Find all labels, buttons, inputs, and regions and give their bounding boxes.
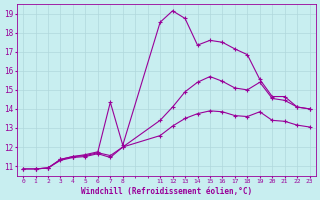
- X-axis label: Windchill (Refroidissement éolien,°C): Windchill (Refroidissement éolien,°C): [81, 187, 252, 196]
